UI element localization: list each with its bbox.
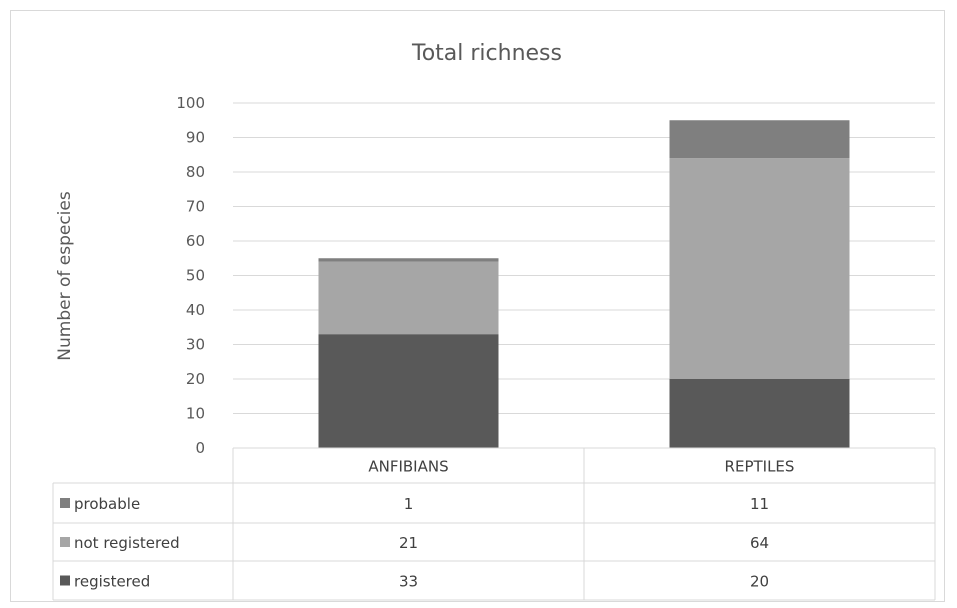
y-tick-label: 50 bbox=[186, 267, 205, 285]
y-axis-label: Number of especies bbox=[55, 191, 75, 361]
bar-segment bbox=[669, 379, 850, 448]
y-tick-label: 0 bbox=[195, 439, 205, 457]
category-label: ANFIBIANS bbox=[368, 458, 448, 476]
legend-label: registered bbox=[74, 573, 150, 591]
bar-segment bbox=[318, 334, 499, 448]
y-tick-label: 90 bbox=[186, 129, 205, 147]
y-tick-label: 20 bbox=[186, 370, 205, 388]
y-tick-label: 60 bbox=[186, 232, 205, 250]
bar-segment bbox=[318, 258, 499, 262]
category-label: REPTILES bbox=[725, 458, 795, 476]
legend-label: not registered bbox=[74, 534, 180, 552]
data-label: 21 bbox=[399, 534, 418, 552]
y-tick-label: 100 bbox=[176, 94, 205, 112]
bar-segment bbox=[669, 120, 850, 159]
bar-segment bbox=[669, 158, 850, 379]
legend-key bbox=[60, 575, 70, 586]
y-tick-label: 40 bbox=[186, 301, 205, 319]
bar-segment bbox=[318, 261, 499, 335]
y-tick-label: 10 bbox=[186, 405, 205, 423]
y-tick-label: 70 bbox=[186, 198, 205, 216]
data-label: 11 bbox=[750, 495, 769, 513]
bars bbox=[318, 120, 850, 448]
data-label: 20 bbox=[750, 573, 769, 591]
legend-label: probable bbox=[74, 495, 140, 513]
y-tick-labels: 0 10 20 30 40 50 60 70 80 90 100 bbox=[176, 94, 205, 457]
data-label: 64 bbox=[750, 534, 769, 552]
y-tick-label: 30 bbox=[186, 336, 205, 354]
chart-title: Total richness bbox=[411, 41, 562, 66]
y-tick-label: 80 bbox=[186, 163, 205, 181]
data-label: 33 bbox=[399, 573, 418, 591]
data-label: 1 bbox=[404, 495, 414, 513]
legend-key bbox=[60, 498, 70, 508]
legend-key bbox=[60, 537, 70, 547]
